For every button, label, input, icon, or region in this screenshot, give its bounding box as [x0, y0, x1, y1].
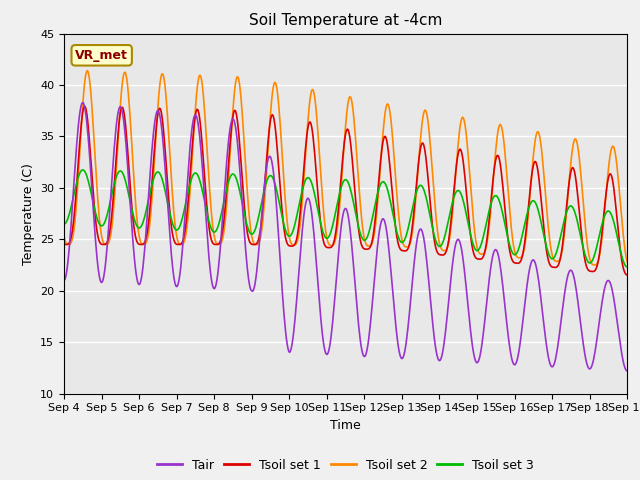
Legend: Tair, Tsoil set 1, Tsoil set 2, Tsoil set 3: Tair, Tsoil set 1, Tsoil set 2, Tsoil se…: [152, 454, 540, 477]
Tsoil set 1: [623, 272, 631, 278]
Tsoil set 2: [129, 160, 137, 166]
Tsoil set 2: [415, 156, 422, 162]
Tair: [186, 143, 194, 149]
Y-axis label: Temperature (C): Temperature (C): [22, 163, 35, 264]
Line: Tsoil set 3: Tsoil set 3: [64, 170, 627, 267]
Tsoil set 1: [70, 213, 78, 218]
Tair: [415, 229, 422, 235]
Tair: [129, 239, 137, 244]
Tsoil set 1: [216, 239, 224, 245]
Tsoil set 3: [216, 217, 224, 223]
Tsoil set 2: [60, 233, 68, 239]
Tsoil set 3: [60, 221, 68, 227]
Tair: [70, 177, 78, 182]
Tsoil set 3: [70, 191, 78, 196]
Tair: [216, 250, 224, 256]
Tsoil set 2: [623, 259, 631, 265]
Tair: [60, 277, 68, 283]
Tsoil set 3: [415, 183, 422, 189]
Line: Tair: Tair: [64, 103, 627, 371]
Tsoil set 1: [186, 172, 194, 178]
Text: VR_met: VR_met: [76, 49, 128, 62]
Tsoil set 3: [129, 211, 137, 217]
Tair: [431, 343, 439, 348]
Tsoil set 2: [186, 188, 194, 193]
Tsoil set 2: [591, 262, 599, 268]
Tsoil set 3: [186, 180, 194, 186]
Line: Tsoil set 1: Tsoil set 1: [64, 106, 627, 275]
Tair: [79, 100, 86, 106]
Tsoil set 1: [431, 243, 439, 249]
Tsoil set 1: [129, 216, 137, 221]
X-axis label: Time: Time: [330, 419, 361, 432]
Tair: [623, 368, 631, 374]
Tsoil set 1: [415, 157, 422, 163]
Tsoil set 2: [216, 241, 224, 247]
Tsoil set 2: [431, 206, 439, 212]
Tsoil set 2: [70, 225, 78, 231]
Tsoil set 2: [84, 68, 92, 73]
Line: Tsoil set 2: Tsoil set 2: [64, 71, 627, 265]
Tsoil set 3: [623, 264, 631, 270]
Tsoil set 3: [431, 236, 439, 242]
Tsoil set 3: [79, 167, 86, 173]
Title: Soil Temperature at -4cm: Soil Temperature at -4cm: [249, 13, 442, 28]
Tsoil set 1: [60, 241, 68, 247]
Tsoil set 1: [81, 103, 88, 109]
